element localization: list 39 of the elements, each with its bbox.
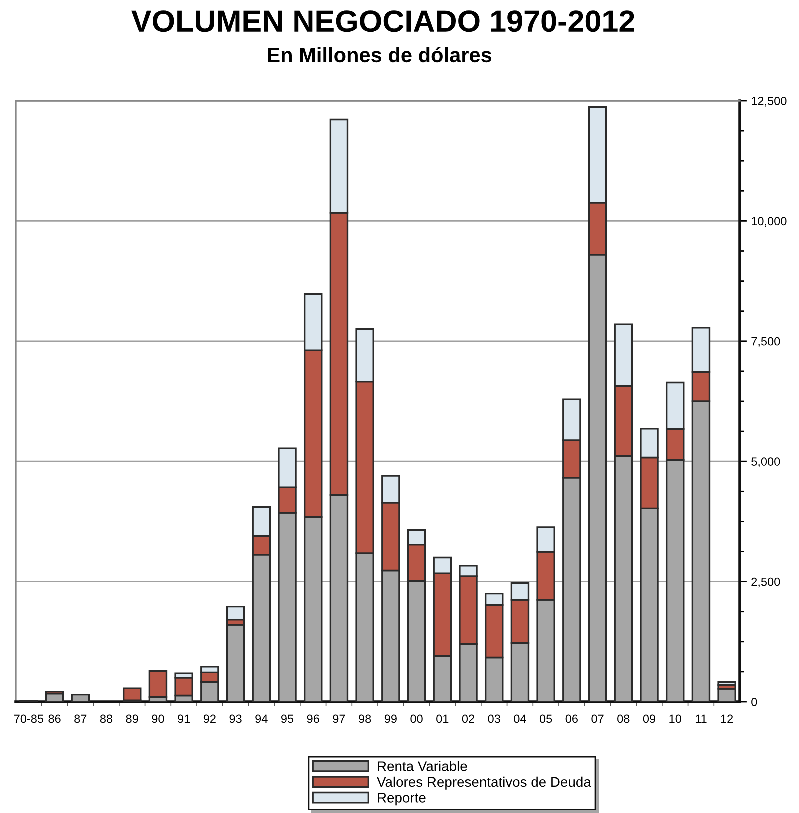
x-tick-label: 90 [152,714,164,724]
x-tick-label: 97 [333,714,346,724]
x-tick-label: 01 [436,714,449,724]
legend-label: Reporte [378,793,426,806]
chart-subtitle: En Millones de dólares [268,47,492,63]
x-tick-label: 99 [384,714,397,724]
x-tick-label: 89 [126,714,138,724]
x-tick-label: 96 [307,714,320,724]
y-tick-label: 7,500 [752,337,780,348]
x-tick-label: 91 [178,714,190,724]
x-tick-label: 05 [540,714,552,724]
x-tick-label: 06 [566,714,578,724]
y-tick-label: 0 [752,698,758,706]
x-tick-label: 93 [230,714,242,724]
y-tick-label: 12,500 [752,97,787,107]
x-tick-label: 70-85 [14,714,44,724]
x-tick-label: 11 [696,714,707,724]
x-tick-label: 86 [48,714,61,724]
x-tick-label: 03 [488,714,500,724]
x-tick-label: 00 [410,714,423,724]
x-tick-label: 94 [256,714,268,724]
x-tick-label: 08 [618,714,630,724]
y-tick-label: 5,000 [752,458,780,468]
chart-title: VOLUMEN NEGOCIADO 1970-2012 [132,10,634,32]
x-tick-label: 09 [643,714,656,724]
x-tick-label: 87 [74,714,87,724]
x-tick-label: 92 [204,714,216,724]
legend-label: Valores Representativos de Deuda [377,776,592,790]
x-tick-label: 02 [462,714,474,724]
x-tick-label: 10 [670,714,682,724]
x-tick-label: 07 [592,714,604,724]
x-tick-label: 04 [514,714,526,724]
y-tick-label: 2,500 [752,578,780,588]
legend-label: Renta Variable [378,761,468,772]
x-tick-label: 12 [721,714,734,724]
x-tick-label: 88 [100,714,113,724]
x-tick-label: 95 [281,714,294,724]
y-tick-label: 10,000 [752,217,787,227]
x-tick-label: 98 [359,714,372,724]
